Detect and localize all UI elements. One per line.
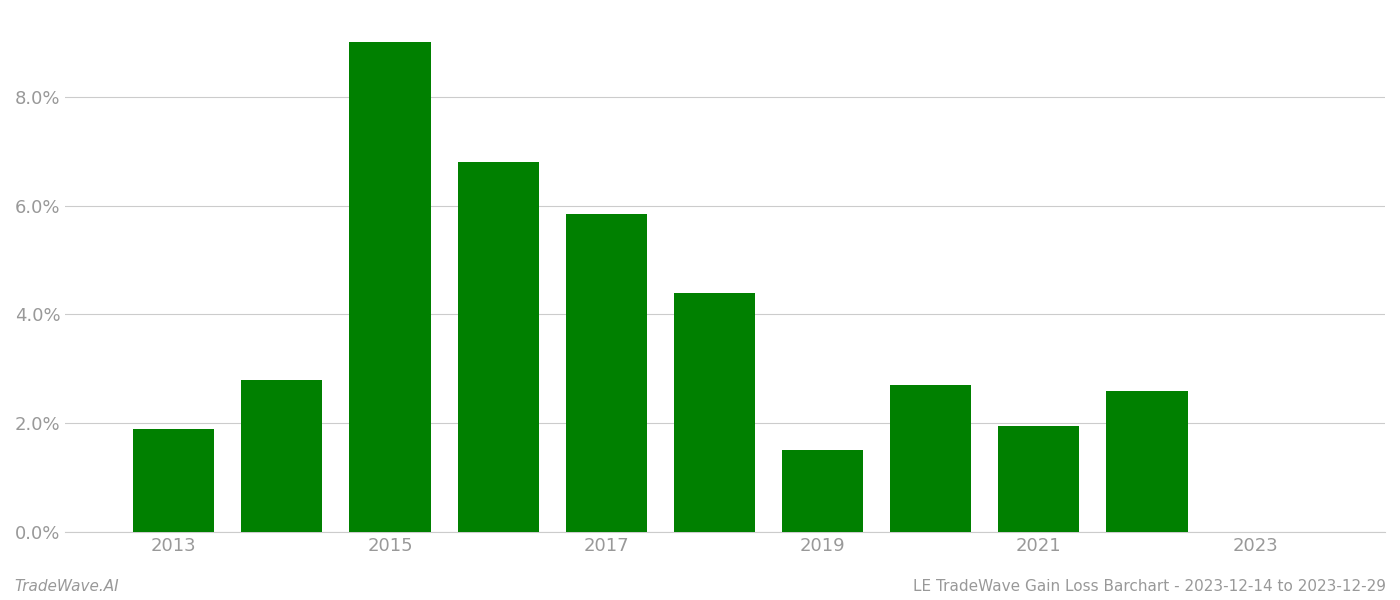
Text: LE TradeWave Gain Loss Barchart - 2023-12-14 to 2023-12-29: LE TradeWave Gain Loss Barchart - 2023-1… xyxy=(913,579,1386,594)
Bar xyxy=(890,385,972,532)
Bar xyxy=(350,42,431,532)
Text: TradeWave.AI: TradeWave.AI xyxy=(14,579,119,594)
Bar xyxy=(783,451,864,532)
Bar xyxy=(998,426,1079,532)
Bar xyxy=(566,214,647,532)
Bar xyxy=(241,380,322,532)
Bar xyxy=(673,293,755,532)
Bar xyxy=(458,162,539,532)
Bar xyxy=(1106,391,1187,532)
Bar xyxy=(133,429,214,532)
